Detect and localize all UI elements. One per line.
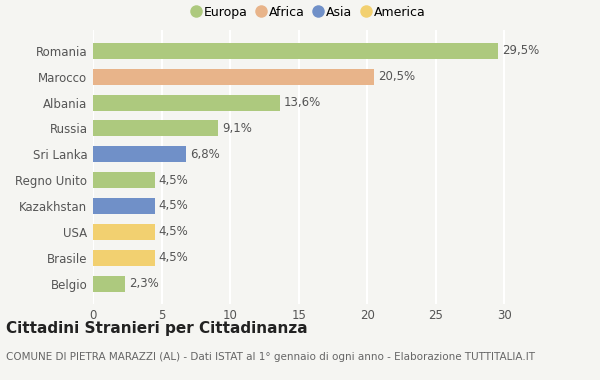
Legend: Europa, Africa, Asia, America: Europa, Africa, Asia, America — [193, 6, 425, 19]
Bar — [93, 198, 155, 214]
Text: 29,5%: 29,5% — [502, 44, 539, 57]
Bar — [93, 69, 374, 85]
Text: 4,5%: 4,5% — [159, 200, 188, 212]
Text: 4,5%: 4,5% — [159, 225, 188, 238]
Bar — [93, 146, 186, 162]
Text: 4,5%: 4,5% — [159, 251, 188, 264]
Text: 4,5%: 4,5% — [159, 174, 188, 187]
Text: 9,1%: 9,1% — [222, 122, 252, 135]
Text: Cittadini Stranieri per Cittadinanza: Cittadini Stranieri per Cittadinanza — [6, 321, 308, 336]
Bar — [93, 95, 280, 111]
Text: COMUNE DI PIETRA MARAZZI (AL) - Dati ISTAT al 1° gennaio di ogni anno - Elaboraz: COMUNE DI PIETRA MARAZZI (AL) - Dati IST… — [6, 352, 535, 361]
Text: 2,3%: 2,3% — [128, 277, 158, 290]
Bar — [93, 224, 155, 240]
Text: 20,5%: 20,5% — [378, 70, 415, 83]
Bar — [93, 43, 497, 59]
Text: 13,6%: 13,6% — [284, 96, 321, 109]
Bar — [93, 276, 125, 291]
Bar — [93, 250, 155, 266]
Text: 6,8%: 6,8% — [190, 148, 220, 161]
Bar — [93, 172, 155, 188]
Bar — [93, 120, 218, 136]
